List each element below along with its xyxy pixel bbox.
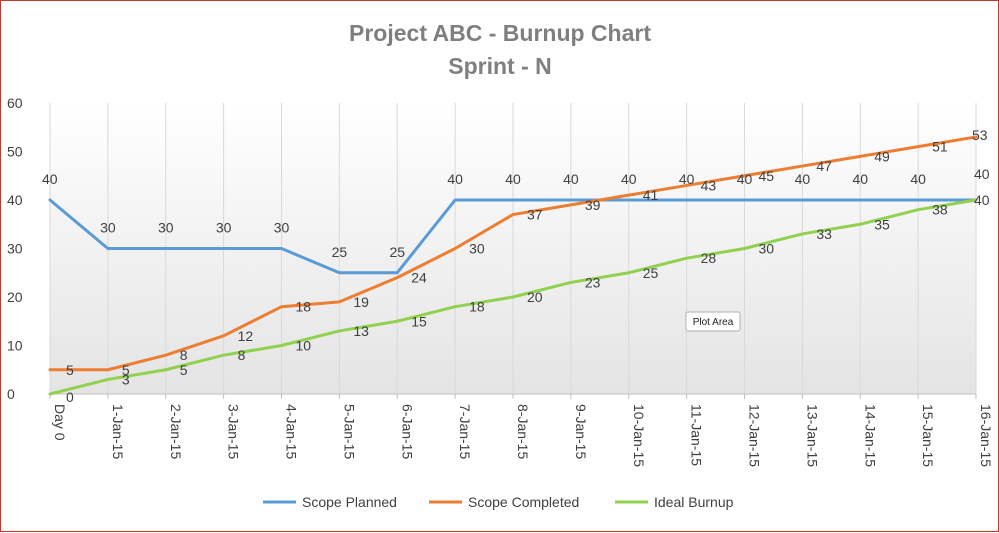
data-label: 40 xyxy=(42,171,58,187)
data-label: 30 xyxy=(274,220,290,236)
data-label: 20 xyxy=(527,289,543,305)
x-tick-label: 6-Jan-15 xyxy=(399,404,415,459)
chart-title: Project ABC - Burnup Chart xyxy=(349,20,651,46)
data-label: 41 xyxy=(643,187,659,203)
data-label: 40 xyxy=(679,171,695,187)
series-line-scope-planned[interactable] xyxy=(48,198,978,275)
x-tick-label: 14-Jan-15 xyxy=(862,404,878,467)
y-tick-label: 10 xyxy=(7,338,23,354)
x-tick-label: 13-Jan-15 xyxy=(804,404,820,467)
plot-area-tooltip: Plot Area xyxy=(685,311,741,332)
data-label: 35 xyxy=(874,216,890,232)
series-line-ideal-burnup[interactable] xyxy=(48,198,978,396)
x-tick-label: 10-Jan-15 xyxy=(631,404,647,467)
data-label: 18 xyxy=(469,299,485,315)
data-label: 40 xyxy=(621,171,637,187)
data-label: 40 xyxy=(563,171,579,187)
y-axis-ticks: 0 10 20 30 40 50 60 xyxy=(7,95,23,402)
data-label: 51 xyxy=(932,139,948,155)
data-label: 53 xyxy=(972,127,988,143)
x-tick-label: 15-Jan-15 xyxy=(920,404,936,467)
data-label: 38 xyxy=(932,202,948,218)
x-tick-label: 7-Jan-15 xyxy=(457,404,473,459)
data-label: 15 xyxy=(411,313,427,329)
data-label: 40 xyxy=(737,171,753,187)
data-label: 10 xyxy=(296,338,312,354)
x-tick-label: 9-Jan-15 xyxy=(573,404,589,459)
data-label: 49 xyxy=(874,148,890,164)
data-label: 25 xyxy=(389,244,405,260)
data-label: 30 xyxy=(158,220,174,236)
x-tick-label: 8-Jan-15 xyxy=(515,404,531,459)
data-label: 30 xyxy=(759,241,775,257)
y-tick-label: 30 xyxy=(7,241,23,257)
data-label: 0 xyxy=(66,389,74,405)
x-tick-label: 16-Jan-15 xyxy=(978,404,994,467)
x-tick-label: Day 0 xyxy=(52,404,68,441)
data-label: 45 xyxy=(759,168,775,184)
y-tick-label: 0 xyxy=(7,386,15,402)
x-tick-label: 3-Jan-15 xyxy=(226,404,242,459)
data-label: 5 xyxy=(122,362,130,378)
series-layer xyxy=(48,135,978,396)
data-label: 18 xyxy=(296,299,312,315)
data-label: 8 xyxy=(180,347,188,363)
x-tick-label: 12-Jan-15 xyxy=(747,404,763,467)
series-line-scope-completed[interactable] xyxy=(48,135,978,372)
legend: Scope Planned Scope Completed Ideal Burnup xyxy=(263,494,734,510)
data-label: 19 xyxy=(353,294,369,310)
data-label: 30 xyxy=(216,220,232,236)
data-label: 40 xyxy=(910,171,926,187)
data-label: 25 xyxy=(332,244,348,260)
data-label: 12 xyxy=(238,328,254,344)
data-label: 40 xyxy=(447,171,463,187)
data-label: 3 xyxy=(122,371,130,387)
data-label: 40 xyxy=(852,171,868,187)
y-tick-label: 20 xyxy=(7,289,23,305)
data-label: 30 xyxy=(469,241,485,257)
data-label: 40 xyxy=(974,192,990,208)
data-label: 28 xyxy=(701,250,717,266)
data-label: 37 xyxy=(527,207,543,223)
data-label: 25 xyxy=(643,265,659,281)
grid-layer xyxy=(49,103,977,394)
data-label: 39 xyxy=(585,197,601,213)
tooltip-label: Plot Area xyxy=(693,317,734,328)
data-label: 24 xyxy=(411,270,427,286)
x-axis-ticks: Day 0 1-Jan-15 2-Jan-15 3-Jan-15 4-Jan-15 5-J… xyxy=(49,394,994,467)
x-tick-label: 11-Jan-15 xyxy=(689,404,705,466)
legend-label: Ideal Burnup xyxy=(654,494,734,510)
data-label: 43 xyxy=(701,177,717,193)
data-label: 13 xyxy=(353,323,369,339)
data-label: 33 xyxy=(816,226,832,242)
x-tick-label: 4-Jan-15 xyxy=(284,404,300,459)
data-label: 8 xyxy=(238,347,246,363)
chart-subtitle: Sprint - N xyxy=(448,53,552,79)
legend-label: Scope Planned xyxy=(302,494,397,510)
y-tick-label: 60 xyxy=(7,95,23,111)
data-label: 47 xyxy=(816,158,832,174)
x-tick-label: 1-Jan-15 xyxy=(110,404,126,459)
y-tick-label: 50 xyxy=(7,144,23,160)
x-tick-label: 5-Jan-15 xyxy=(341,404,357,459)
data-label: 40 xyxy=(974,166,990,182)
legend-label: Scope Completed xyxy=(468,494,579,510)
data-label: 5 xyxy=(66,362,74,378)
y-tick-label: 40 xyxy=(7,192,23,208)
data-label: 23 xyxy=(585,274,601,290)
data-label: 30 xyxy=(100,220,116,236)
data-label: 5 xyxy=(180,362,188,378)
data-label: 40 xyxy=(505,171,521,187)
data-label: 40 xyxy=(795,171,811,187)
x-tick-label: 2-Jan-15 xyxy=(168,404,184,459)
